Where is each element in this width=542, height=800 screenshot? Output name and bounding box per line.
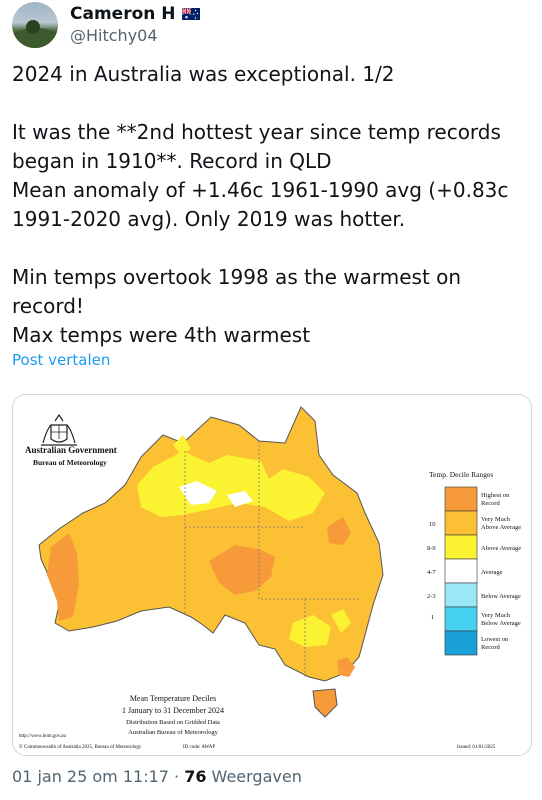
tweet-line: record! [12,294,84,318]
tweet-line: 1991-2020 avg). Only 2019 was hotter. [12,207,406,231]
legend-swatch-above [444,534,478,560]
temperature-decile-map: Australian Government Bureau of Meteorol… [19,406,521,750]
legend-code: 10 [429,521,436,528]
australia-flag-icon [181,8,200,20]
caption-org: Australian Bureau of Meteorology [128,729,218,736]
caption-distribution: Distribution Based on Gridded Data [126,719,220,726]
legend-label: Lowest on [481,636,509,643]
legend-label: Below Average [481,593,521,600]
tweet-line: Mean anomaly of +1.46c 1961-1990 avg (+0… [12,178,509,202]
meta-separator: · [168,767,185,786]
tweet-media-image[interactable]: Australian Government Bureau of Meteorol… [12,394,532,756]
australia-map [38,406,384,718]
tweet-line: Min temps overtook 1998 as the warmest o… [12,265,462,289]
coat-of-arms-icon [41,413,77,446]
legend-label: Very Much [481,516,511,523]
legend-label: Above Average [481,545,521,552]
tweet-line: It was the **2nd hottest year since temp… [12,120,501,144]
legend-swatch-average [444,558,478,584]
bom-url: http://www.bom.gov.au [19,734,66,739]
legend-swatch-record-low [444,630,478,656]
legend-code: 1 [431,614,434,621]
legend-swatch-very-much-above [444,510,478,536]
tweet-line: began in 1910**. Record in QLD [12,149,332,173]
legend-code: 8-9 [427,545,436,552]
legend-swatch-very-much-below [444,606,478,632]
author-handle[interactable]: @Hitchy04 [70,26,158,45]
issued-date: Issued: 01/01/2025 [457,745,496,750]
author-name-row[interactable]: Cameron H [70,4,200,24]
legend-label: Record [481,500,501,507]
tweet-line: 2024 in Australia was exceptional. 1/2 [12,62,395,86]
avatar-tree [26,20,40,34]
legend: Highest on Record 10 Very Much Above Ave… [427,486,521,656]
legend-swatch-below [444,582,478,608]
caption-title: Mean Temperature Deciles [130,694,216,703]
legend-title: Temp. Decile Ranges [429,470,493,479]
tweet-text: 2024 in Australia was exceptional. 1/2 I… [12,60,532,350]
tweet-line-gap [12,234,532,263]
bureau-name: Bureau of Meteorology [33,458,107,467]
timestamp-link[interactable]: 01 jan 25 om 11:17 [12,767,169,786]
legend-swatch-record-high [444,486,478,512]
legend-label: Below Average [481,620,521,627]
author-name[interactable]: Cameron H [70,4,176,24]
id-code: ID code: AWAP [183,745,215,750]
translate-post-link[interactable]: Post vertalen [12,351,111,369]
legend-code: 2-3 [427,593,436,600]
legend-label: Very Much [481,612,511,619]
tweet-line-gap [12,89,532,118]
legend-label: Record [481,644,501,651]
views-count: 76 [184,767,207,786]
views-label: Weergaven [206,767,302,786]
caption-period: 1 January to 31 December 2024 [122,706,224,715]
copyright-text: © Commonwealth of Australia 2025, Bureau… [19,744,142,750]
legend-label: Above Average [481,524,521,531]
legend-code: 4-7 [427,569,436,576]
legend-label: Average [481,569,503,576]
tweet-line: Max temps were 4th warmest [12,323,311,347]
gov-title: Australian Government [25,445,117,455]
legend-label: Highest on [481,492,510,499]
tweet-meta: 01 jan 25 om 11:17 · 76 Weergaven [12,767,302,786]
avatar-hill [12,28,58,48]
author-avatar[interactable] [12,2,58,48]
